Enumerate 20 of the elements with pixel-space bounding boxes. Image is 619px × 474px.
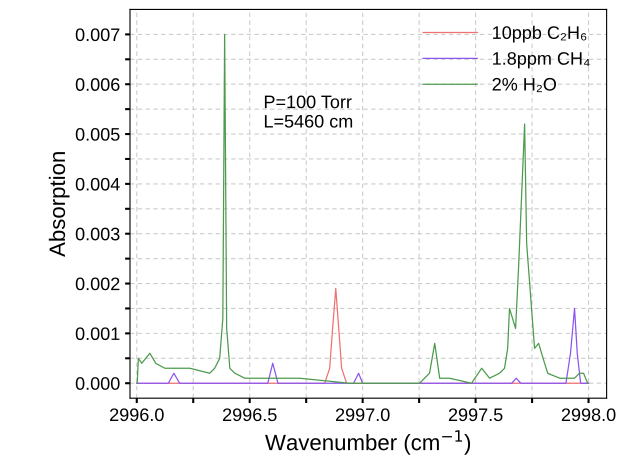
x-tick-label: 2996.5	[223, 408, 277, 422]
y-tick-label: 0.001	[76, 327, 120, 340]
x-tick-label: 2996.0	[110, 408, 164, 422]
legend-label: 2% H₂O	[492, 78, 556, 92]
y-tick-label: 0.006	[76, 78, 120, 91]
y-tick-label: 0.007	[76, 28, 120, 42]
annotation: L=5460 cm	[264, 114, 352, 128]
legend-label: 10ppb C₂H₆	[493, 26, 586, 43]
y-tick-label: 0.003	[76, 228, 120, 240]
y-tick-label: 0.004	[76, 178, 120, 191]
y-tick-label: 0.000	[76, 377, 120, 390]
x-axis-title: Wavenumber (cm$^{−1}$)	[265, 430, 470, 455]
x-tick-label: 2998.0	[562, 408, 616, 422]
y-tick-label: 0.002	[76, 277, 120, 290]
legend-label: 1.8ppm CH₄	[493, 52, 590, 68]
x-tick-label: 2997.5	[448, 408, 502, 422]
y-axis-title: Absorption	[48, 152, 70, 257]
y-tick-label: 0.005	[76, 128, 120, 141]
x-tick-label: 2997.0	[336, 408, 390, 422]
annotation: P=100 Torr	[264, 95, 352, 108]
